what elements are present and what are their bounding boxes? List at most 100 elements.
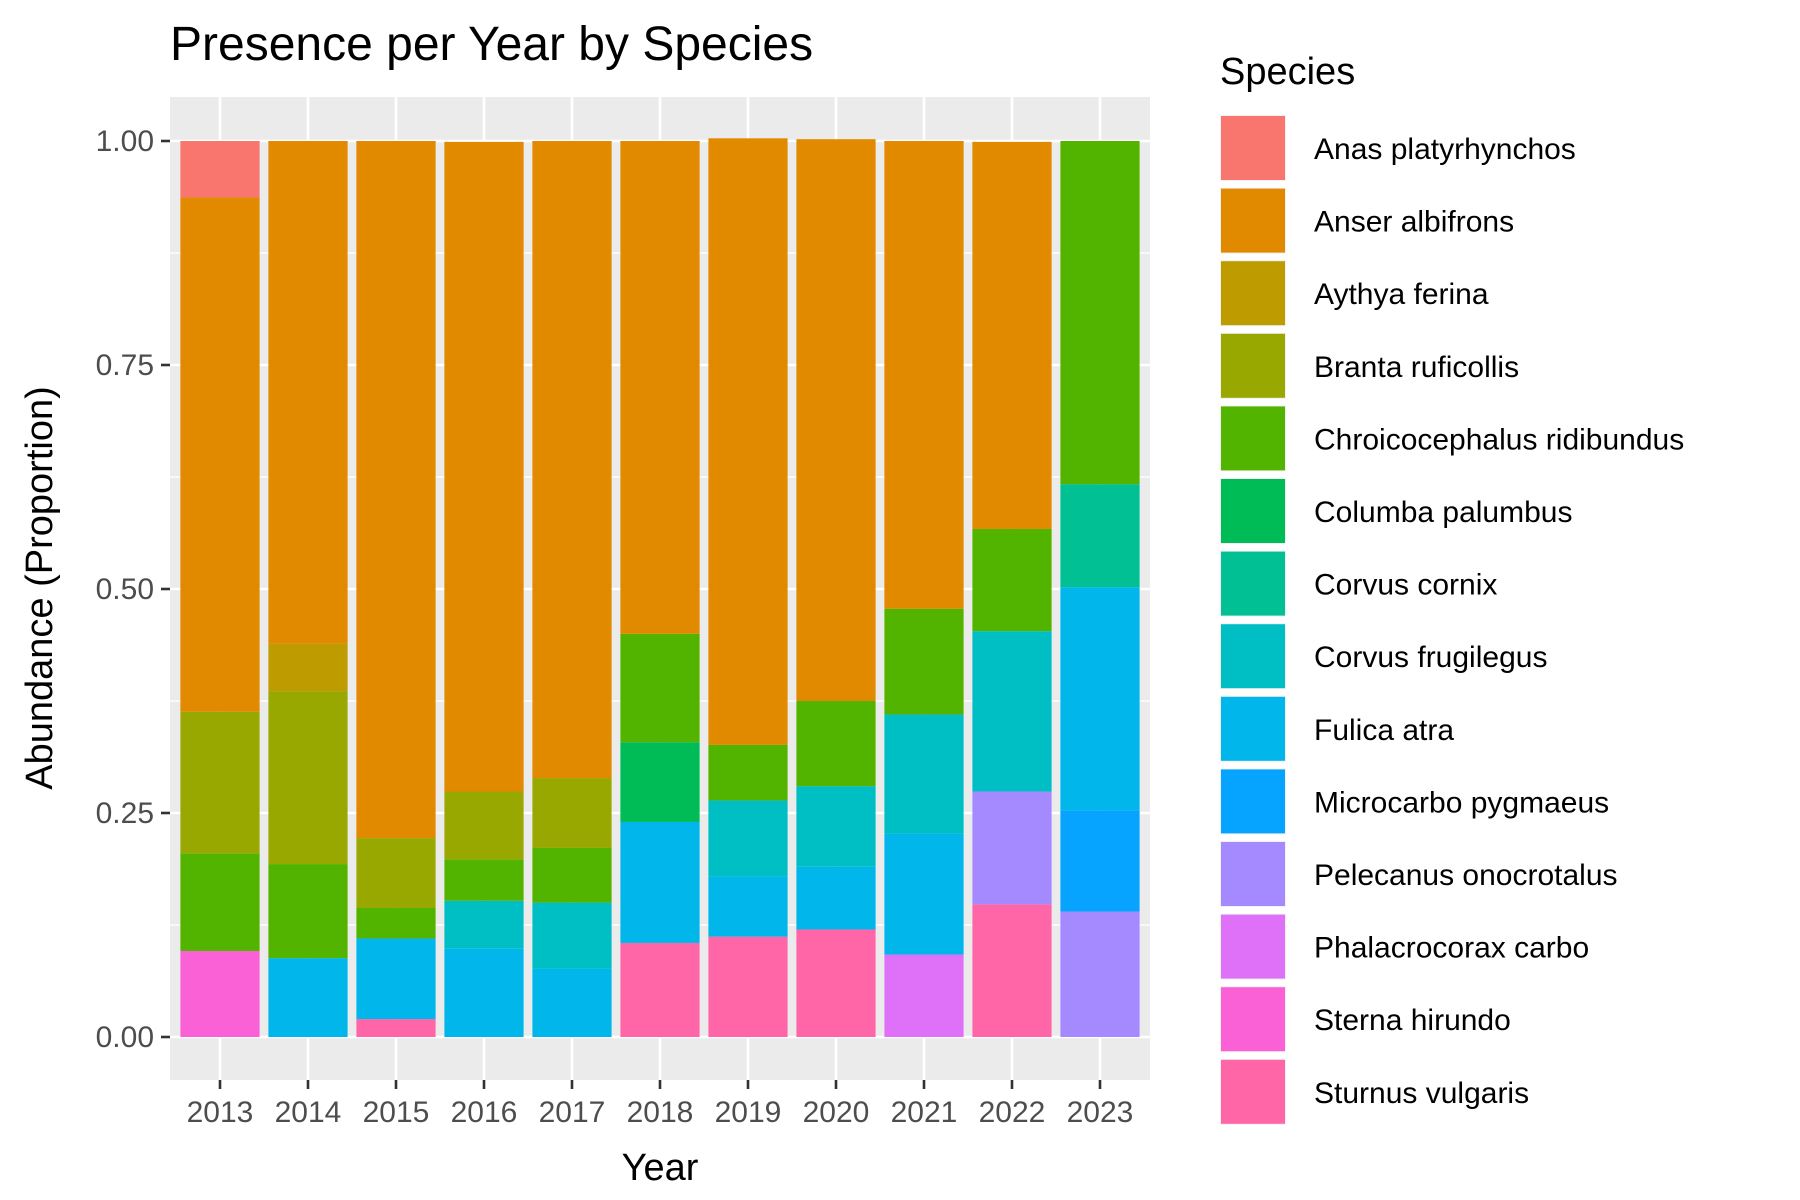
x-tick-label: 2015 <box>363 1096 430 1129</box>
bar-segment <box>620 633 700 743</box>
legend-swatch <box>1221 406 1285 471</box>
y-tick-label: 1.00 <box>96 125 154 158</box>
bar-segment <box>796 866 876 930</box>
x-tick-label: 2022 <box>979 1096 1046 1129</box>
legend-label: Corvus frugilegus <box>1314 641 1547 674</box>
bar-segment <box>356 838 436 908</box>
bar-segment <box>708 800 788 877</box>
bar-segment <box>884 141 964 609</box>
x-tick-label: 2021 <box>891 1096 958 1129</box>
bar-segment <box>620 742 700 822</box>
bar-segment <box>268 141 348 644</box>
x-tick-label: 2017 <box>539 1096 606 1129</box>
bar-segment <box>356 1019 436 1037</box>
bar-segment <box>972 528 1052 632</box>
bar-segment <box>532 968 612 1037</box>
legend-swatch <box>1221 333 1285 398</box>
bar-segment <box>884 833 964 955</box>
bar-segment <box>972 791 1052 905</box>
bar-segment <box>620 141 700 634</box>
legend-label: Anas platyrhynchos <box>1314 133 1576 166</box>
legend-swatch <box>1221 987 1285 1052</box>
legend-label: Phalacrocorax carbo <box>1314 932 1589 965</box>
bar-segment <box>532 778 612 848</box>
bar-segment <box>708 876 788 937</box>
bar-segment <box>532 902 612 969</box>
legend-swatch <box>1221 769 1285 834</box>
x-tick-label: 2018 <box>627 1096 694 1129</box>
bar-segment <box>796 701 876 787</box>
legend-label: Anser albifrons <box>1314 206 1514 239</box>
bar-segment <box>180 950 260 1037</box>
bar-segment <box>972 141 1052 529</box>
bar-segment <box>708 744 788 801</box>
legend-swatch <box>1221 696 1285 761</box>
bar-segment <box>180 711 260 854</box>
bar-segment <box>444 791 524 860</box>
bar-segment <box>268 958 348 1037</box>
bar-segment <box>532 847 612 903</box>
x-axis: 2013 2014 2015 2016 2017 2018 2019 2020 2021 2022… <box>187 1080 1134 1129</box>
bar-segment <box>444 948 524 1037</box>
bar-segment <box>1060 587 1140 811</box>
legend-label: Microcarbo pygmaeus <box>1314 786 1609 819</box>
bar-segment <box>444 141 524 792</box>
chart-title: Presence per Year by Species <box>170 18 813 71</box>
legend-label: Chroicocephalus ridibundus <box>1314 423 1684 456</box>
legend-swatch <box>1221 116 1285 180</box>
bar-segment <box>796 139 876 701</box>
bar-segment <box>884 954 964 1037</box>
legend-label: Sturnus vulgaris <box>1314 1077 1529 1110</box>
x-tick-label: 2013 <box>187 1096 254 1129</box>
bar-segment <box>972 631 1052 792</box>
legend: Species Anas platyrhynchos Anser albifron… <box>1220 51 1684 1125</box>
legend-swatch <box>1221 624 1285 689</box>
bar-segment <box>796 786 876 867</box>
legend-swatch <box>1221 188 1285 253</box>
bar-segment <box>180 853 260 951</box>
legend-label: Pelecanus onocrotalus <box>1314 859 1618 892</box>
bar-segment <box>708 138 788 745</box>
bar-segment <box>620 821 700 943</box>
legend-label: Branta ruficollis <box>1314 351 1519 384</box>
bar-segment <box>1060 810 1140 912</box>
bar-segment <box>356 938 436 1020</box>
bar-segment <box>1060 484 1140 588</box>
legend-swatch <box>1221 261 1285 326</box>
x-tick-label: 2016 <box>451 1096 518 1129</box>
bar-segment <box>356 907 436 939</box>
x-tick-label: 2020 <box>803 1096 870 1129</box>
x-tick-label: 2019 <box>715 1096 782 1129</box>
legend-label: Aythya ferina <box>1314 278 1489 311</box>
y-tick-label: 0.00 <box>96 1021 154 1054</box>
bars <box>180 138 1140 1037</box>
legend-label: Columba palumbus <box>1314 496 1572 529</box>
y-tick-label: 0.50 <box>96 573 154 606</box>
y-axis-title: Abundance (Proportion) <box>19 386 61 789</box>
bar-segment <box>884 714 964 834</box>
legend-swatch <box>1221 479 1285 543</box>
legend-label: Fulica atra <box>1314 714 1454 747</box>
bar-segment <box>1060 141 1140 485</box>
bar-segment <box>444 859 524 901</box>
x-tick-label: 2023 <box>1067 1096 1134 1129</box>
x-tick-label: 2014 <box>275 1096 342 1129</box>
bar-segment <box>268 691 348 865</box>
bar-segment <box>444 900 524 949</box>
bar-segment <box>620 942 700 1037</box>
bar-segment <box>972 904 1052 1037</box>
bar-segment <box>268 864 348 959</box>
legend-swatch <box>1221 551 1285 616</box>
bar-segment <box>796 929 876 1037</box>
bar-segment <box>708 936 788 1037</box>
legend-swatch <box>1221 1059 1285 1124</box>
y-tick-label: 0.75 <box>96 349 154 382</box>
legend-swatch <box>1221 842 1285 906</box>
bar-segment <box>180 197 260 712</box>
y-axis: 0.00 0.25 0.50 0.75 1.00 <box>96 125 170 1054</box>
legend-swatch <box>1221 914 1285 979</box>
legend-label: Corvus cornix <box>1314 569 1497 602</box>
bar-segment <box>884 608 964 715</box>
bar-segment <box>268 643 348 692</box>
